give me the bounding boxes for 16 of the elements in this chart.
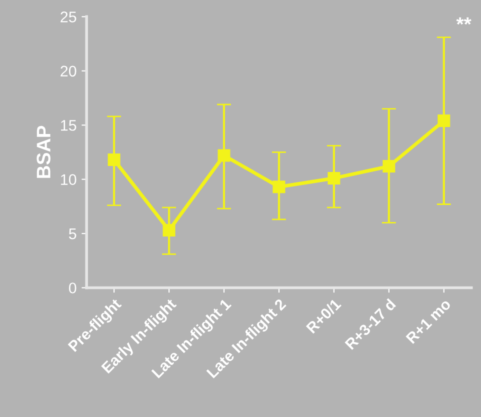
point [438, 114, 450, 128]
y-tick-label: 10 [61, 174, 76, 185]
point [382, 160, 396, 173]
point [162, 224, 176, 237]
y-tick-label: 25 [60, 12, 76, 22]
y-tick-label: 15 [61, 120, 76, 131]
point [218, 149, 230, 162]
y-tick-label: 0 [68, 282, 76, 294]
y-axis-title: BSAP [36, 126, 50, 178]
y-tick-label: 20 [60, 66, 76, 77]
annotation: ** [456, 17, 472, 25]
point [328, 172, 340, 184]
y-tick-label: 5 [68, 228, 76, 240]
point [272, 180, 286, 194]
point [108, 154, 120, 166]
x-tick-label: R+1 mo [406, 298, 452, 344]
